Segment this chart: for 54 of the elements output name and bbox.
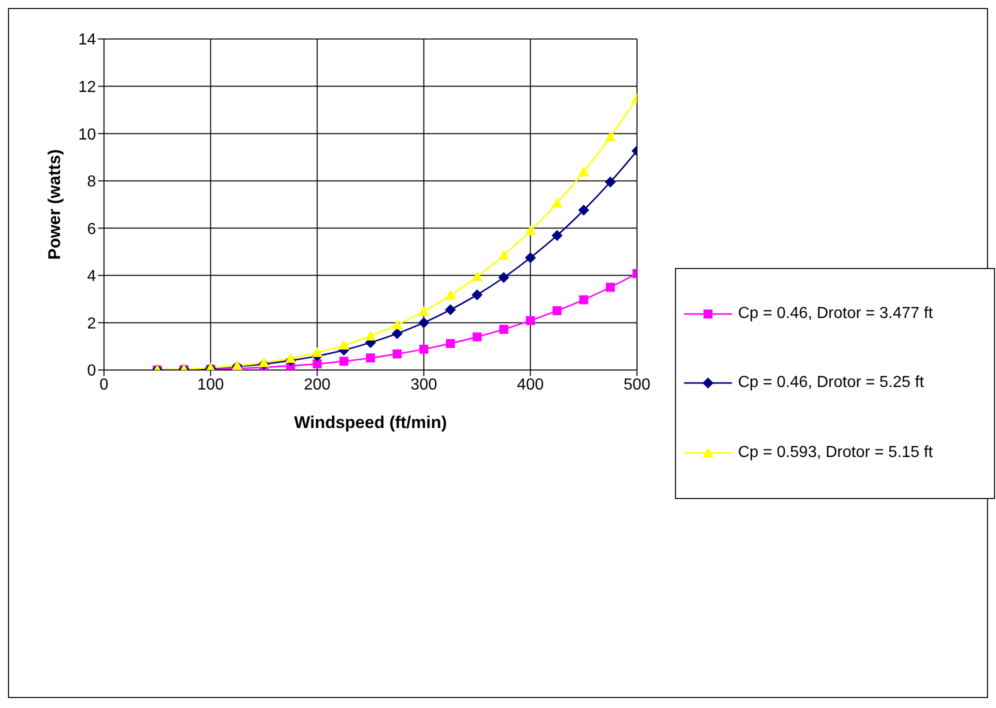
point	[392, 319, 403, 330]
point	[285, 352, 296, 363]
point	[526, 316, 535, 326]
y-tick-label: 10	[78, 126, 96, 144]
point	[446, 339, 455, 348]
point	[552, 306, 562, 316]
point	[392, 328, 403, 340]
point	[578, 166, 590, 176]
point	[392, 349, 402, 358]
x-tick-label: 400	[517, 376, 544, 394]
point	[418, 306, 430, 316]
y-tick-label: 12	[78, 78, 96, 96]
point	[604, 131, 616, 142]
point	[498, 272, 510, 284]
y-tick-label: 0	[87, 362, 96, 380]
y-tick-label: 6	[87, 220, 96, 238]
point	[579, 295, 588, 304]
point	[444, 290, 456, 300]
point	[524, 225, 536, 236]
point	[472, 271, 483, 282]
point	[312, 347, 323, 358]
point	[499, 324, 508, 334]
x-tick-label: 100	[197, 376, 224, 394]
point	[472, 332, 482, 342]
point	[418, 317, 430, 328]
x-tick-label: 500	[624, 376, 650, 394]
point	[366, 353, 375, 362]
point	[472, 289, 483, 300]
point	[606, 282, 615, 292]
legend-label: Cp = 0.46, Drotor = 3.477 ft	[738, 304, 933, 323]
point	[524, 252, 536, 264]
point	[312, 359, 322, 368]
legend-label: Cp = 0.46, Drotor = 5.25 ft	[738, 374, 924, 392]
y-tick-label: 14	[78, 32, 96, 49]
point	[552, 198, 563, 208]
point	[338, 340, 350, 350]
point	[498, 250, 510, 260]
y-tick-label: 2	[87, 315, 96, 332]
point	[552, 230, 563, 241]
point	[365, 330, 376, 340]
x-tick-label: 0	[100, 376, 109, 394]
point	[419, 344, 428, 354]
point	[339, 356, 348, 366]
point	[444, 304, 456, 316]
y-tick-label: 4	[87, 268, 96, 286]
y-axis-title: Power (watts)	[45, 149, 64, 260]
point	[578, 204, 590, 216]
x-axis-title: Windspeed (ft/min)	[294, 413, 447, 432]
point	[258, 357, 270, 368]
x-tick-label: 200	[304, 376, 331, 394]
legend-label: Cp = 0.593, Drotor = 5.15 ft	[738, 444, 933, 462]
y-tick-label: 8	[87, 174, 96, 191]
x-tick-label: 300	[410, 376, 438, 394]
point	[604, 176, 616, 188]
